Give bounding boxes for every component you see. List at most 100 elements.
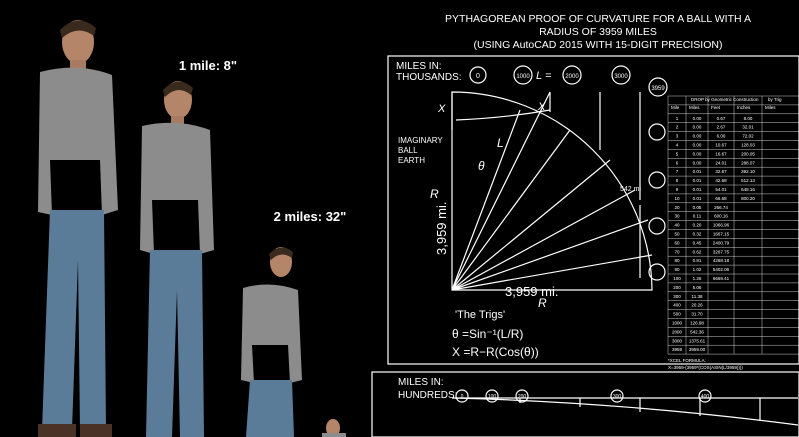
formula-title: *XCEL FORMULA: (668, 358, 706, 363)
quadrant (451, 91, 653, 291)
construction-lines (451, 91, 653, 291)
r-label: R (430, 187, 439, 201)
table-cell: 0.20 (693, 223, 702, 228)
table-cell: 0.67 (717, 116, 726, 121)
table-cell: 0.11 (693, 214, 702, 219)
title: PYTHAGOREAN PROOF OF CURVATURE FOR A BAL… (445, 13, 751, 25)
l-label: L (497, 136, 504, 150)
table-cell: 50 (674, 232, 680, 237)
table-header: Miles (689, 105, 700, 110)
table-cell: 5.06 (693, 285, 702, 290)
table-cell: 300 (673, 294, 681, 299)
table-cell: 1.26 (693, 276, 702, 281)
table-cell: 2400.79 (713, 240, 730, 245)
table-header: Miles (765, 105, 776, 110)
table-cell: 30 (674, 214, 680, 219)
note: EARTH (398, 156, 425, 165)
table-cell: 0.01 (693, 196, 702, 201)
table-cell: 0.00 (693, 116, 702, 121)
figure-4 (322, 419, 346, 437)
marker-label: 400 (701, 394, 710, 400)
table-cell: 72.02 (742, 134, 754, 139)
table-cell: 512.13 (741, 178, 755, 183)
table-cell: 2000 (672, 329, 683, 334)
figure-2 (140, 81, 214, 437)
table-cell: 200.05 (741, 151, 755, 156)
table-cell: 20 (674, 205, 680, 210)
label: MILES IN: (398, 377, 444, 388)
table-cell: 10 (674, 196, 680, 201)
table-cell: 9 (676, 187, 679, 192)
figure-1 (38, 20, 118, 437)
marker-label: 3959 (651, 86, 665, 92)
table-cell: 128.03 (741, 143, 755, 148)
table-group-title: DROP by Geometric Construction (691, 97, 759, 102)
table-cell: 0.01 (693, 187, 702, 192)
drop-label: 542 mi (620, 186, 641, 193)
title: RADIUS OF 3959 MILES (539, 26, 657, 38)
table-cell: 60 (674, 240, 680, 245)
note: BALL (398, 146, 418, 155)
table-cell: 100 (673, 276, 681, 281)
table-cell: 1375.61 (689, 338, 706, 343)
table-cell: 266.74 (714, 205, 728, 210)
table-cell: 0.00 (693, 160, 702, 165)
marker-label: 2000 (565, 74, 579, 80)
label: HUNDREDS: (398, 390, 457, 401)
table-cell: 2 (676, 125, 679, 130)
theta: θ (478, 159, 485, 173)
table-cell: 7 (676, 169, 679, 174)
table-cell: 54.01 (715, 187, 727, 192)
drop-table: DROP by Geometric Construction by Trig Mil… (667, 95, 799, 370)
table-cell: 8 (676, 178, 679, 183)
table-cell: 10.67 (715, 143, 727, 148)
trigs: 'The Trigs' (455, 309, 505, 321)
table-cell: 542.36 (690, 329, 704, 334)
table-cell: 20.26 (691, 303, 703, 308)
formula: θ =Sin⁻¹(L/R) (452, 327, 523, 341)
table-cell: 70 (674, 249, 680, 254)
table-cell: 0.32 (693, 232, 702, 237)
table-cell: 40 (674, 223, 680, 228)
table-cell: 4268.18 (713, 258, 730, 263)
table-cell: 42.68 (715, 178, 727, 183)
table-cell: 6 (676, 160, 679, 165)
table-cell: 3959 (672, 347, 683, 352)
table-cell: 8.00 (744, 116, 753, 121)
table-cell: 1667.15 (713, 232, 730, 237)
table-cell: 80 (674, 258, 680, 263)
table-cell: 1.02 (693, 267, 702, 272)
table-cell: 0.00 (693, 143, 702, 148)
markers (455, 389, 712, 403)
table-cell: 600.16 (714, 214, 728, 219)
table-cell: 31.70 (691, 312, 703, 317)
table-header: Mile (671, 105, 680, 110)
table-cell: 800.20 (741, 196, 755, 201)
table-cell: 32.67 (715, 169, 727, 174)
x-label: X (437, 103, 446, 115)
table-cell: 5 (676, 151, 679, 156)
table-cell: 0.05 (693, 205, 702, 210)
radius-label: 3,959 mi. (505, 284, 558, 299)
note: IMAGINARY (398, 136, 443, 145)
table-cell: 3000 (672, 338, 683, 343)
table-cell: 11.38 (692, 294, 703, 299)
figure-3 (241, 247, 302, 437)
table-cell: 16.67 (715, 151, 727, 156)
table-cell: 24.01 (715, 160, 727, 165)
formula: X=3959-(3959*(COS(ASIN(L/3959)))) (668, 365, 743, 370)
table-cell: 392.10 (741, 169, 755, 174)
marker-label: 300 (613, 394, 622, 400)
label: THOUSANDS: (396, 72, 462, 83)
table-cell: 0.01 (693, 169, 702, 174)
table-cell: 0.00 (693, 151, 702, 156)
table-cell: 4 (676, 143, 679, 148)
panel-border (371, 371, 799, 437)
table-cell: 0.62 (693, 249, 702, 254)
table-cell: 0.00 (693, 134, 702, 139)
title: (USING AutoCAD 2015 WITH 15-DIGIT PRECIS… (474, 39, 723, 51)
height-label: 1 mile: 8" (179, 58, 237, 73)
bottom-curve (451, 397, 799, 426)
table-cell: 1 (676, 116, 679, 121)
table-cell: 2.67 (717, 125, 726, 130)
